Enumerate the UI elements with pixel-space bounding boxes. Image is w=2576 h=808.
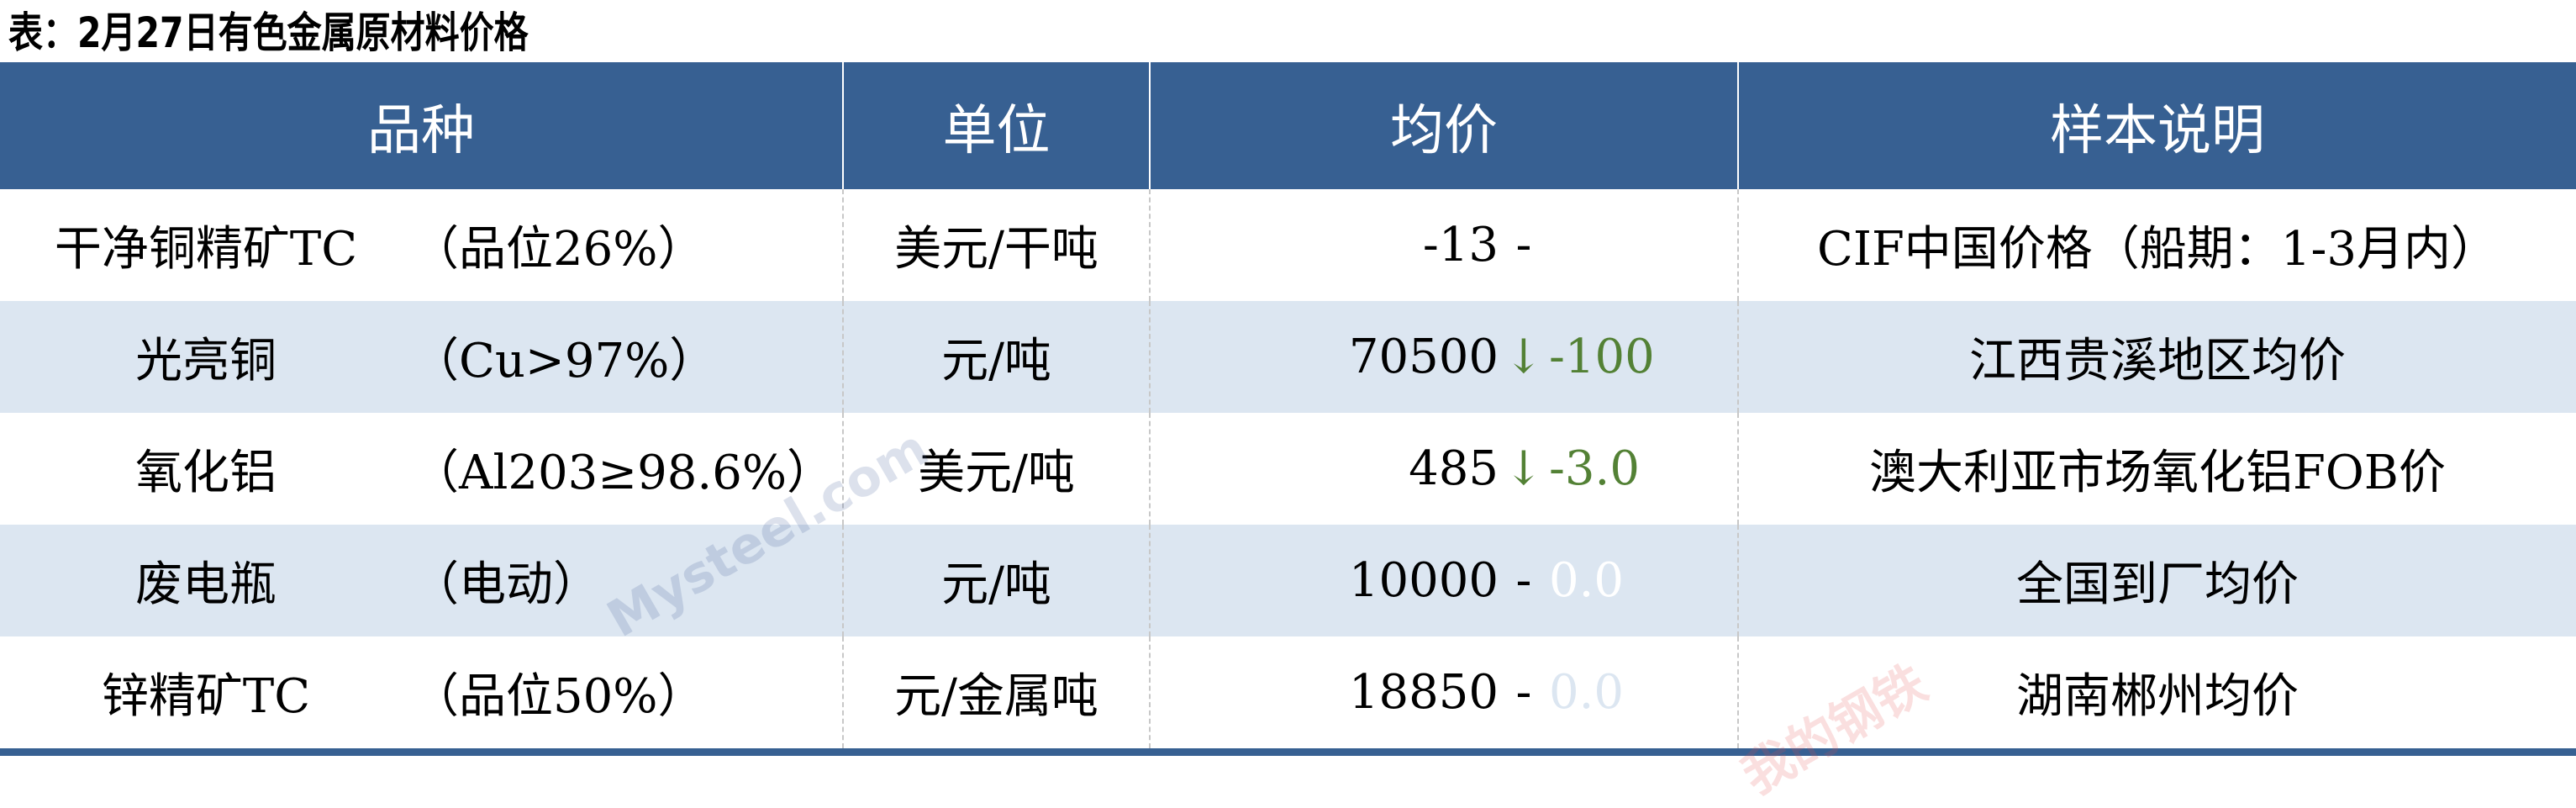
price-cell: 485 ↓ -3.0	[1149, 413, 1738, 525]
sample-note-cell: 江西贵溪地区均价	[1737, 301, 2576, 413]
unit-cell: 美元/吨	[842, 413, 1150, 525]
unit-cell: 元/吨	[842, 525, 1150, 636]
variety-name: 氧化铝	[135, 446, 277, 500]
price-change: -3.0	[1549, 441, 1640, 496]
unit-cell: 元/吨	[842, 301, 1150, 413]
variety-cell: 锌精矿TC （品位50%）	[0, 636, 843, 756]
table-row: 废电瓶 （电动） 元/吨 10000-0.0 全国到厂均价	[0, 525, 2576, 636]
variety-name: 光亮铜	[135, 334, 277, 388]
header-variety: 品种	[0, 62, 843, 189]
header-sample-note: 样本说明	[1737, 62, 2576, 189]
header-unit: 单位	[842, 62, 1150, 189]
variety-cell: 干净铜精矿TC （品位26%）	[0, 189, 843, 301]
sample-note-cell: CIF中国价格（船期：1-3月内）	[1737, 189, 2576, 301]
variety-spec: （Cu>97%）	[412, 334, 717, 388]
variety-name: 干净铜精矿TC	[54, 222, 358, 277]
variety-spec: （电动）	[412, 557, 600, 612]
header-avg-price: 均价	[1149, 62, 1738, 189]
sample-note-cell: 澳大利亚市场氧化铝FOB价	[1737, 413, 2576, 525]
price-cell: 70500 ↓ -100	[1149, 301, 1738, 413]
unit-cell: 美元/干吨	[842, 189, 1150, 301]
variety-spec: （品位26%）	[412, 222, 705, 277]
avg-price: 70500	[1348, 330, 1499, 384]
sample-note-cell: 湖南郴州均价	[1737, 636, 2576, 756]
variety-cell: 氧化铝 （Al203≥98.6%）	[0, 413, 843, 525]
table-row: 光亮铜 （Cu>97%） 元/吨 70500 ↓ -100 江西贵溪地区均价	[0, 301, 2576, 413]
table-title: 表：2月27日有色金属原材料价格	[8, 8, 529, 57]
unit-cell: 元/金属吨	[842, 636, 1150, 756]
variety-cell: 光亮铜 （Cu>97%）	[0, 301, 843, 413]
down-arrow-icon: ↓	[1504, 441, 1544, 496]
variety-spec: （Al203≥98.6%）	[412, 446, 835, 500]
price-table: 品种 单位 均价 样本说明 干净铜精矿TC （品位26%） 美元/干吨 -13- …	[0, 62, 2576, 756]
sample-note-cell: 全国到厂均价	[1737, 525, 2576, 636]
table-row: 干净铜精矿TC （品位26%） 美元/干吨 -13- CIF中国价格（船期：1-3…	[0, 189, 2576, 301]
price-cell: 18850-0.0	[1149, 636, 1738, 756]
variety-spec: （品位50%）	[412, 669, 705, 724]
variety-name: 锌精矿TC	[101, 669, 311, 724]
avg-price: 10000	[1348, 553, 1499, 608]
table-row: 氧化铝 （Al203≥98.6%） 美元/吨 485 ↓ -3.0 澳大利亚市场氧化铝…	[0, 413, 2576, 525]
down-arrow-icon: ↓	[1504, 330, 1544, 384]
variety-cell: 废电瓶 （电动）	[0, 525, 843, 636]
price-cell: -13-	[1149, 189, 1738, 301]
avg-price: 485	[1409, 441, 1499, 496]
header-row: 品种 单位 均价 样本说明	[0, 62, 2576, 189]
price-change: 0.0	[1549, 553, 1625, 608]
table-row: 锌精矿TC （品位50%） 元/金属吨 18850-0.0 湖南郴州均价	[0, 636, 2576, 756]
price-change: 0.0	[1549, 665, 1625, 720]
avg-price: -13	[1422, 218, 1499, 272]
price-change: -100	[1549, 330, 1655, 384]
flat-dash-icon: -	[1515, 218, 1532, 272]
flat-dash-icon: -	[1515, 553, 1532, 608]
avg-price: 18850	[1348, 665, 1499, 720]
price-cell: 10000-0.0	[1149, 525, 1738, 636]
flat-dash-icon: -	[1515, 665, 1532, 720]
variety-name: 废电瓶	[135, 557, 277, 612]
